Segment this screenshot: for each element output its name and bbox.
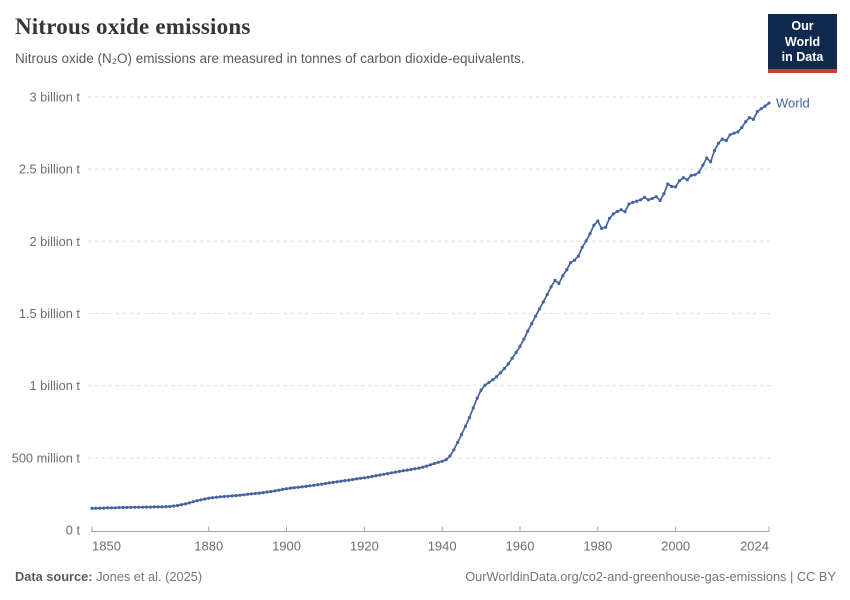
x-tick-label: 1940: [428, 539, 457, 554]
x-tick-label: 1920: [350, 539, 379, 554]
y-tick-label: 500 million t: [12, 450, 81, 465]
y-tick-label: 3 billion t: [29, 90, 80, 105]
x-tick-label: 2000: [661, 539, 690, 554]
owid-logo[interactable]: Our World in Data: [768, 14, 837, 73]
world-series-label[interactable]: World: [776, 96, 810, 111]
y-tick-label: 2 billion t: [29, 234, 80, 249]
chart-subtitle: Nitrous oxide (N₂O) emissions are measur…: [15, 51, 525, 66]
world-line-series[interactable]: [91, 102, 770, 510]
x-tick-label: 1980: [583, 539, 612, 554]
y-tick-label: 2.5 billion t: [19, 162, 81, 177]
x-axis: [91, 526, 770, 532]
owid-logo-line2: in Data: [781, 50, 824, 65]
x-tick-label: 1900: [272, 539, 301, 554]
chart-canvas[interactable]: 0 t 500 million t 1 billion t 1.5 billion t…: [0, 80, 850, 560]
y-tick-label: 0 t: [66, 523, 81, 538]
data-source-label: Data source:: [15, 569, 93, 584]
data-source: Data source: Jones et al. (2025): [15, 569, 202, 584]
x-tick-label: 2024: [740, 539, 769, 554]
footer-url-license[interactable]: OurWorldinData.org/co2-and-greenhouse-ga…: [465, 569, 836, 584]
y-tick-label: 1 billion t: [29, 378, 80, 393]
y-tick-label: 1.5 billion t: [19, 306, 81, 321]
data-source-value[interactable]: Jones et al. (2025): [96, 569, 203, 584]
y-gridlines: [88, 96, 770, 459]
world-series-markers: [90, 101, 771, 510]
owid-logo-line1: Our World: [784, 19, 821, 49]
x-tick-label: 1850: [92, 539, 121, 554]
x-tick-label: 1880: [194, 539, 223, 554]
page-title: Nitrous oxide emissions: [15, 14, 251, 39]
x-tick-label: 1960: [506, 539, 535, 554]
chart-footer: Data source: Jones et al. (2025) OurWorl…: [15, 569, 836, 584]
y-axis-labels: 0 t 500 million t 1 billion t 1.5 billion t…: [12, 90, 81, 538]
x-axis-labels: 1850 1880 1900 1920 1940 1960 1980 2000 2024: [92, 539, 769, 554]
